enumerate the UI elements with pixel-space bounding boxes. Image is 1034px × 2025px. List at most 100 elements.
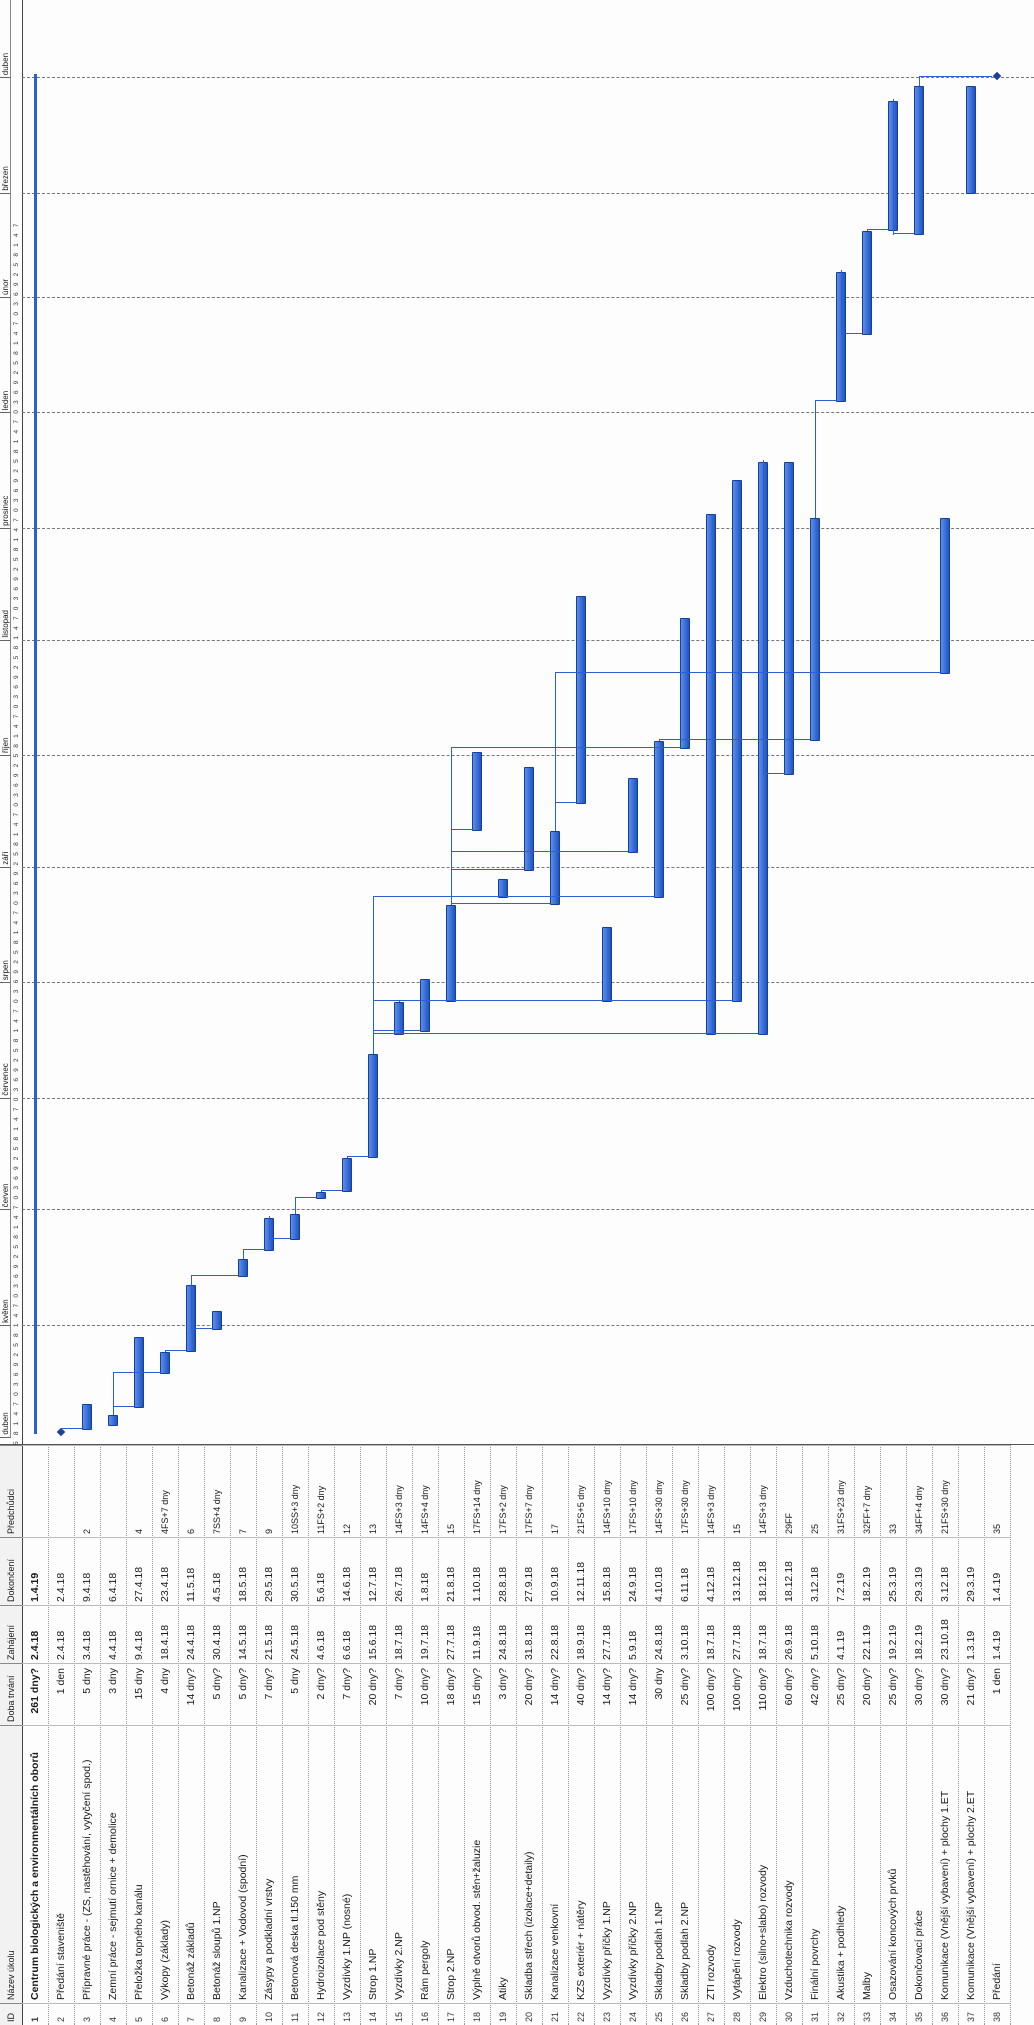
task-row[interactable]: 18 Výplně otvorů obvod. stěn+žaluzie 15 dn… — [464, 1445, 491, 2025]
task-finish-cell: 4.12.18 — [698, 1537, 724, 1605]
month-label: prosinec — [0, 413, 11, 529]
task-row[interactable]: 9 Kanalizace + Vodovod (spodní) 5 dny? 14.5… — [230, 1445, 257, 2025]
task-bar[interactable] — [212, 1310, 222, 1330]
task-bar[interactable] — [160, 1351, 170, 1375]
task-row[interactable]: 33 Malby 20 dny? 22.1.19 18.2.19 32FF+7 dny — [854, 1445, 881, 2025]
task-row[interactable]: 1 Centrum biologických a environmentálníc… — [22, 1445, 49, 2025]
task-start-cell: 21.5.18 — [256, 1605, 282, 1663]
task-bar[interactable] — [680, 618, 690, 749]
task-row[interactable]: 34 Osazování koncových prvků 25 dny? 19.2.1… — [880, 1445, 907, 2025]
task-row[interactable]: 22 KZS exteriér + nátěry 40 dny? 18.9.18 12.… — [568, 1445, 595, 2025]
task-bar[interactable] — [576, 595, 586, 805]
task-row[interactable]: 3 Přípravné práce - (ZS, nastěhování, vyt… — [74, 1445, 101, 2025]
task-row[interactable]: 19 Atiky 3 dny? 24.8.18 28.8.18 17FS+2 dny — [490, 1445, 517, 2025]
task-row[interactable]: 4 Zemní práce - sejmutí ornice + demolice… — [100, 1445, 127, 2025]
task-id-cell: 16 — [412, 2003, 438, 2025]
task-row[interactable]: 26 Skladby podlah 2.NP 25 dny? 3.10.18 6.11.… — [672, 1445, 699, 2025]
task-bar[interactable] — [862, 230, 872, 336]
task-finish-cell: 25.3.19 — [880, 1537, 906, 1605]
task-row[interactable]: 25 Skladby podlah 1.NP 30 dny 24.8.18 4.10.1… — [646, 1445, 673, 2025]
task-row[interactable]: 23 Vyzdívky příčky 1.NP 14 dny? 27.7.18 15.8… — [594, 1445, 621, 2025]
dependency-line — [373, 1033, 758, 1035]
task-id-cell: 25 — [646, 2003, 672, 2025]
task-row[interactable]: 7 Betonáž základů 14 dny? 24.4.18 11.5.18 6 — [178, 1445, 205, 2025]
task-row[interactable]: 21 Kanalizace venkovní 14 dny? 22.8.18 10.9.… — [542, 1445, 569, 2025]
task-row[interactable]: 38 Předání 1 den 1.4.19 1.4.19 35 — [984, 1445, 1011, 2025]
task-name-cell: Hydroizolace pod stěny — [308, 1725, 334, 2003]
task-duration-cell: 20 dny? — [516, 1663, 542, 1725]
task-row[interactable]: 28 Vytápění rozvody 100 dny? 27.7.18 13.12.1… — [724, 1445, 751, 2025]
task-row[interactable]: 2 Předání staveniště 1 den 2.4.18 2.4.18 — [48, 1445, 75, 2025]
task-row[interactable]: 17 Strop 2.NP 18 dny? 27.7.18 21.8.18 15 — [438, 1445, 465, 2025]
task-predecessors-cell: 14FS+3 dny — [386, 1445, 412, 1537]
task-predecessors-cell: 7SS+4 dny — [204, 1445, 230, 1537]
col-finish-header[interactable]: Dokončení — [0, 1537, 22, 1605]
task-bar[interactable] — [784, 461, 794, 775]
task-row[interactable]: 29 Elektro (silno+slabo) rozvody 110 dny? 1… — [750, 1445, 777, 2025]
task-bar[interactable] — [966, 85, 976, 194]
task-predecessors-cell — [48, 1445, 74, 1537]
task-bar[interactable] — [446, 905, 456, 1002]
task-bar[interactable] — [550, 830, 560, 905]
month-label: leden — [0, 297, 11, 414]
task-bar[interactable] — [810, 517, 820, 742]
task-id-cell: 20 — [516, 2003, 542, 2025]
task-bar[interactable] — [602, 927, 612, 1002]
task-row[interactable]: 12 Hydroizolace pod stěny 2 dny? 4.6.18 5.6.… — [308, 1445, 335, 2025]
col-id-header[interactable]: ID — [0, 2003, 22, 2025]
task-row[interactable]: 37 Komunikace (Vnější vybavení) + plochy … — [958, 1445, 985, 2025]
task-row[interactable]: 11 Betonová deska tl.150 mm 5 dny 24.5.18 30… — [282, 1445, 309, 2025]
task-row[interactable]: 15 Vyzdívky 2.NP 7 dny? 18.7.18 26.7.18 14FS+… — [386, 1445, 413, 2025]
task-row[interactable]: 20 Skladba střech (izolace+detaily) 20 dny… — [516, 1445, 543, 2025]
task-start-cell: 18.9.18 — [568, 1605, 594, 1663]
task-row[interactable]: 32 Akustika + podhledy 25 dny? 4.1.19 7.2.19… — [828, 1445, 855, 2025]
milestone-marker[interactable] — [992, 71, 1002, 81]
task-bar[interactable] — [238, 1258, 248, 1278]
col-duration-header[interactable]: Doba trvání — [0, 1663, 22, 1725]
task-row[interactable]: 8 Betonáž sloupů 1.NP 5 dny? 30.4.18 4.5.18 7… — [204, 1445, 231, 2025]
task-bar[interactable] — [654, 741, 664, 898]
task-bar[interactable] — [290, 1214, 300, 1241]
task-bar[interactable] — [342, 1158, 352, 1192]
task-bar[interactable] — [914, 85, 924, 235]
task-row[interactable]: 14 Strop 1.NP 20 dny? 15.6.18 12.7.18 13 — [360, 1445, 387, 2025]
task-bar[interactable] — [82, 1404, 92, 1431]
task-row[interactable]: 24 Vyzdívky příčky 2.NP 14 dny? 5.9.18 24.9.… — [620, 1445, 647, 2025]
task-bar[interactable] — [472, 752, 482, 831]
task-id-cell: 34 — [880, 2003, 906, 2025]
task-name-cell: Komunikace (Vnější vybavení) + plochy 1.… — [932, 1725, 958, 2003]
task-bar[interactable] — [706, 513, 716, 1036]
task-bar[interactable] — [368, 1053, 378, 1159]
task-row[interactable]: 10 Zásypy a podkladní vrstvy 7 dny? 21.5.18… — [256, 1445, 283, 2025]
month-label: duben — [0, 1325, 11, 1438]
task-predecessors-cell: 6 — [178, 1445, 204, 1537]
task-row[interactable]: 30 Vzduchotechnika rozvody 60 dny? 26.9.18 1… — [776, 1445, 803, 2025]
task-row[interactable]: 5 Přeložka topného kanálu 15 dny 9.4.18 27.4… — [126, 1445, 153, 2025]
task-start-cell: 23.10.18 — [932, 1605, 958, 1663]
task-row[interactable]: 16 Rám pergoly 10 dny? 19.7.18 1.8.18 14FS+4 … — [412, 1445, 439, 2025]
task-bar[interactable] — [108, 1415, 118, 1427]
task-row[interactable]: 35 Dokončovací práce 30 dny? 18.2.19 29.3.19… — [906, 1445, 933, 2025]
task-bar[interactable] — [732, 480, 742, 1002]
task-bar[interactable] — [420, 979, 430, 1032]
task-name-cell: Předání staveniště — [48, 1725, 74, 2003]
dependency-line — [451, 746, 680, 748]
task-row[interactable]: 27 ZTI rozvody 100 dny? 18.7.18 4.12.18 14FS+… — [698, 1445, 725, 2025]
task-bar[interactable] — [524, 767, 534, 872]
task-row[interactable]: 31 Finální povrchy 42 dny? 5.10.18 3.12.18 25 — [802, 1445, 829, 2025]
task-bar[interactable] — [628, 778, 638, 853]
task-finish-cell: 30.5.18 — [282, 1537, 308, 1605]
dependency-line — [919, 76, 992, 78]
task-predecessors-cell: 4FS+7 dny — [152, 1445, 178, 1537]
task-row[interactable]: 6 Výkopy (základy) 4 dny 18.4.18 23.4.18 4FS+… — [152, 1445, 179, 2025]
summary-bar[interactable] — [34, 74, 37, 1434]
col-predecessors-header[interactable]: Předchůdci — [0, 1445, 22, 1537]
col-name-header[interactable]: Název úkolu — [0, 1725, 22, 2003]
task-bar[interactable] — [940, 517, 950, 675]
task-name-cell: Rám pergoly — [412, 1725, 438, 2003]
task-bar[interactable] — [316, 1191, 326, 1200]
task-row[interactable]: 36 Komunikace (Vnější vybavení) + plochy … — [932, 1445, 959, 2025]
task-row[interactable]: 13 Vyzdívky 1.NP (nosné) 7 dny? 6.6.18 14.6.… — [334, 1445, 361, 2025]
col-start-header[interactable]: Zahájení — [0, 1605, 22, 1663]
